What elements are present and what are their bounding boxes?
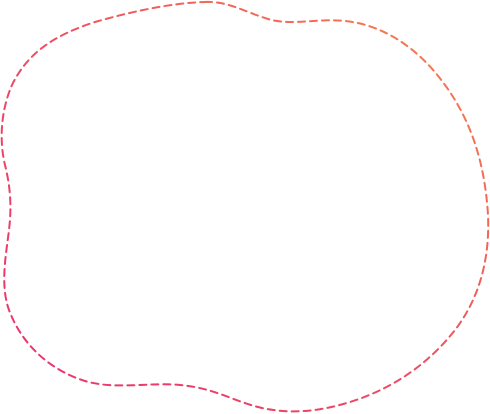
dashed-blob-outline (0, 0, 490, 413)
page (0, 0, 490, 414)
blob-graphic (0, 0, 490, 413)
